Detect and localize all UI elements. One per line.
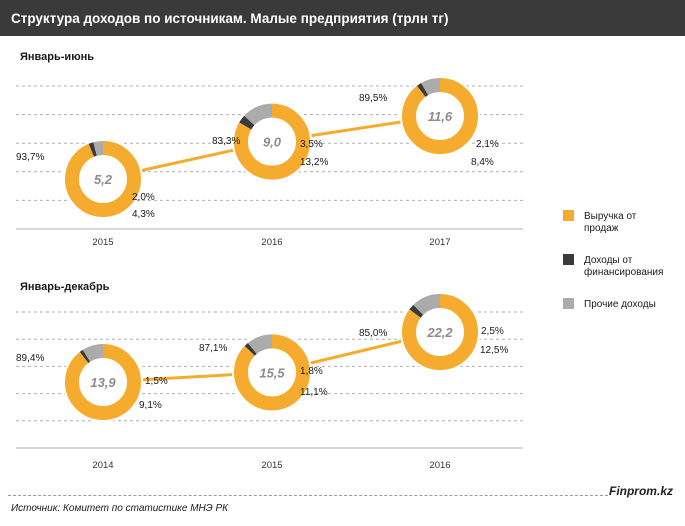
donut-total-label: 11,6 <box>428 109 453 124</box>
donut-slice-other <box>402 294 478 370</box>
source-note: Источник: Комитет по статистике МНЭ РК <box>11 503 229 514</box>
other-share-label: 4,3% <box>132 209 155 220</box>
donut-slice-other <box>234 103 310 180</box>
legend-swatch <box>563 254 574 265</box>
donut-total-label: 15,5 <box>259 365 285 380</box>
donut-2014: 13,9 89,4% 1,5% 9,1% <box>16 342 168 422</box>
sales-share-label: 89,5% <box>359 93 387 104</box>
donut-2015: 5,2 93,7% 2,0% 4,3% <box>16 139 155 220</box>
legend-swatch <box>563 210 574 221</box>
donut-slice-other <box>65 344 141 420</box>
panel-1: Январь-июнь 2015 2016 2017 5,2 93,7% 2,0% 4,3% 9… <box>16 51 523 248</box>
legend-label: финансирования <box>584 266 663 278</box>
sales-share-label: 85,0% <box>359 328 387 339</box>
x-tick-label: 2017 <box>429 237 450 248</box>
legend-label: Доходы от <box>584 255 633 266</box>
donut-slice-other <box>234 334 310 411</box>
chart-area: Январь-июнь 2015 2016 2017 5,2 93,7% 2,0% 4,3% 9… <box>16 51 663 471</box>
other-share-label: 12,5% <box>480 345 508 356</box>
financing-share-label: 2,5% <box>481 326 504 337</box>
sales-share-label: 93,7% <box>16 152 44 163</box>
donut-2016: 22,2 85,0% 2,5% 12,5% <box>359 292 508 372</box>
other-share-label: 8,4% <box>471 157 494 168</box>
financing-share-label: 2,0% <box>132 192 155 203</box>
x-tick-label: 2016 <box>261 237 282 248</box>
panel-title: Январь-июнь <box>20 51 94 63</box>
other-share-label: 13,2% <box>300 157 328 168</box>
legend-label: Прочие доходы <box>584 299 656 310</box>
x-tick-label: 2015 <box>261 460 282 471</box>
panel-2: Январь-декабрь 2014 2015 2016 13,9 89,4% 1,5% 9… <box>16 281 523 471</box>
legend-swatch <box>563 298 574 309</box>
sales-share-label: 87,1% <box>199 343 227 354</box>
chart-title-bar: Структура доходов по источникам. Малые п… <box>0 0 685 36</box>
donut-total-label: 13,9 <box>90 375 116 390</box>
other-share-label: 11,1% <box>300 387 328 398</box>
footer: Finprom.kz Источник: Комитет по статисти… <box>0 478 685 526</box>
financing-share-label: 3,5% <box>300 139 323 150</box>
donut-2016: 9,0 83,3% 3,5% 13,2% <box>212 101 328 182</box>
financing-share-label: 1,5% <box>145 376 168 387</box>
donut-total-label: 22,2 <box>426 325 453 340</box>
donut-total-label: 5,2 <box>94 172 113 187</box>
chart-title: Структура доходов по источникам. Малые п… <box>11 10 449 26</box>
footer-divider <box>8 495 608 496</box>
donut-slice-other <box>402 78 478 154</box>
brand-logo: Finprom.kz <box>608 484 673 498</box>
x-tick-label: 2016 <box>429 460 450 471</box>
legend-label: продаж <box>584 223 619 234</box>
donut-total-label: 9,0 <box>263 135 282 150</box>
financing-share-label: 2,1% <box>476 139 499 150</box>
donut-slice-other <box>65 141 141 217</box>
legend-label: Выручка от <box>584 211 637 222</box>
donut-2017: 11,6 89,5% 2,1% 8,4% <box>359 76 499 168</box>
panel-title: Январь-декабрь <box>20 281 110 293</box>
donut-2015: 15,5 87,1% 1,8% 11,1% <box>199 332 328 413</box>
sales-share-label: 83,3% <box>212 136 240 147</box>
x-tick-label: 2015 <box>92 237 113 248</box>
sales-share-label: 89,4% <box>16 353 44 364</box>
other-share-label: 9,1% <box>139 400 162 411</box>
x-tick-label: 2014 <box>92 460 113 471</box>
legend-item-other: Прочие доходы <box>563 298 656 310</box>
financing-share-label: 1,8% <box>300 366 323 377</box>
